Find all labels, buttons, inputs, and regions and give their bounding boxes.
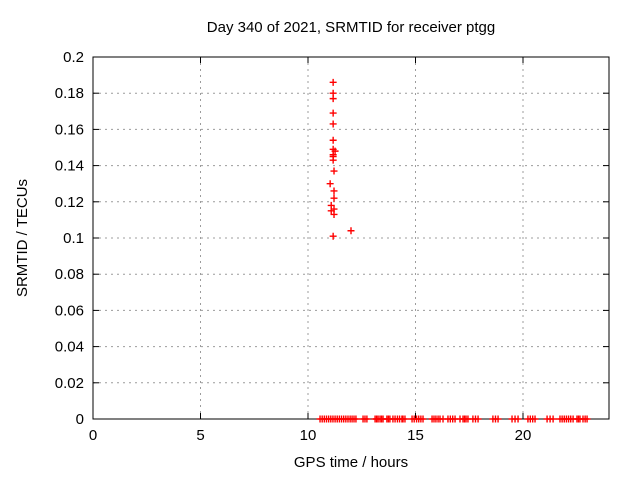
x-axis-label: GPS time / hours	[294, 454, 408, 471]
data-point-marker	[401, 415, 409, 423]
data-point-marker	[329, 156, 337, 164]
y-tick-label: 0.16	[55, 121, 84, 138]
data-point-marker	[330, 210, 338, 218]
y-tick-label: 0.2	[63, 49, 84, 66]
data-point-marker	[419, 415, 427, 423]
gridlines	[93, 57, 609, 419]
data-point-marker	[583, 415, 591, 423]
y-tick-label: 0.02	[55, 375, 84, 392]
y-tick-label: 0.06	[55, 302, 84, 319]
y-tick-label: 0.14	[55, 158, 84, 175]
data-point-marker	[514, 415, 522, 423]
data-point-marker	[327, 207, 335, 215]
x-tick-label: 0	[89, 427, 97, 444]
data-points	[316, 78, 591, 423]
data-point-marker	[474, 415, 482, 423]
data-point-marker	[329, 120, 337, 128]
data-point-marker	[329, 109, 337, 117]
data-point-marker	[329, 78, 337, 86]
data-point-marker	[549, 415, 557, 423]
data-point-marker	[330, 194, 338, 202]
data-point-marker	[331, 147, 339, 155]
y-tick-label: 0.18	[55, 85, 84, 102]
x-tick-label: 15	[407, 427, 424, 444]
data-point-marker	[531, 415, 539, 423]
data-point-marker	[329, 232, 337, 240]
data-point-marker	[352, 415, 360, 423]
data-point-marker	[363, 415, 371, 423]
y-tick-label: 0.04	[55, 339, 84, 356]
data-point-marker	[326, 180, 334, 188]
x-tick-label: 20	[515, 427, 532, 444]
data-point-marker	[330, 167, 338, 175]
data-point-marker	[494, 415, 502, 423]
data-point-marker	[329, 136, 337, 144]
x-tick-label: 10	[300, 427, 317, 444]
y-tick-label: 0	[76, 411, 84, 428]
data-point-marker	[330, 187, 338, 195]
y-tick-label: 0.1	[63, 230, 84, 247]
axis-ticks	[92, 56, 609, 420]
data-point-marker	[329, 95, 337, 103]
y-tick-label: 0.12	[55, 194, 84, 211]
x-tick-label: 5	[196, 427, 204, 444]
y-tick-label: 0.08	[55, 266, 84, 283]
data-point-marker	[347, 227, 355, 235]
chart-title: Day 340 of 2021, SRMTID for receiver ptg…	[207, 19, 495, 36]
y-axis-label: SRMTID / TECUs	[14, 179, 31, 297]
tick-labels: 0 5 10 15 20 0 0.02 0.04 0.06 0.08 0.1 0.12 0.14 0.16…	[55, 49, 532, 444]
